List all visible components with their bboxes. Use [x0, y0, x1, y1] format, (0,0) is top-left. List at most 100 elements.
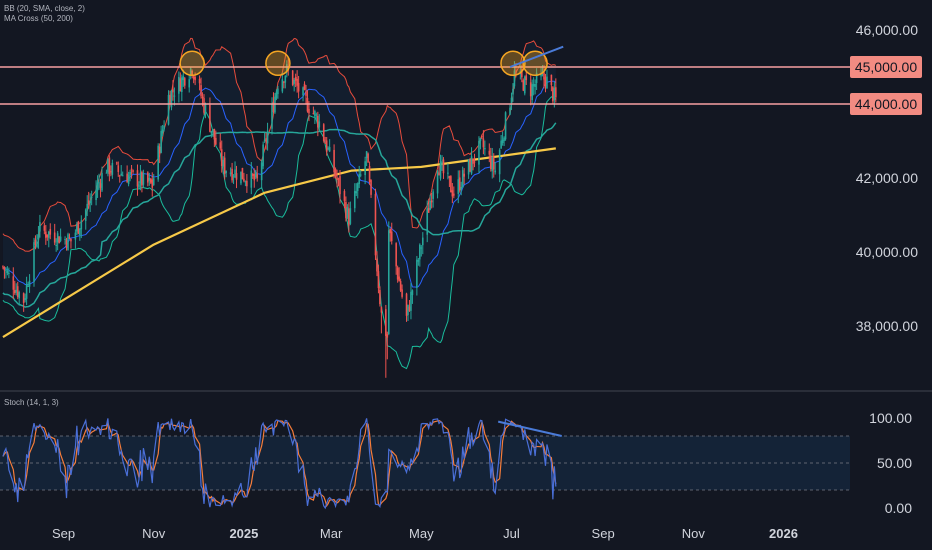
candle[interactable] [191, 70, 193, 76]
candle[interactable] [479, 137, 482, 142]
candle[interactable] [250, 170, 253, 188]
candle[interactable] [142, 172, 145, 185]
candle[interactable] [86, 203, 89, 210]
candle[interactable] [322, 124, 325, 141]
candle[interactable] [27, 286, 29, 288]
candle[interactable] [43, 225, 46, 231]
candle[interactable] [478, 140, 480, 165]
candle[interactable] [275, 91, 278, 99]
candle[interactable] [441, 162, 443, 164]
candle[interactable] [99, 183, 102, 188]
candle[interactable] [463, 173, 465, 177]
candle[interactable] [432, 191, 434, 199]
candle[interactable] [429, 200, 431, 210]
candle[interactable] [74, 232, 77, 240]
candle[interactable] [234, 169, 236, 178]
candle[interactable] [260, 162, 263, 181]
candle[interactable] [368, 166, 371, 183]
candle[interactable] [353, 190, 356, 209]
candle[interactable] [337, 178, 340, 180]
candle[interactable] [49, 228, 52, 235]
candle[interactable] [544, 77, 547, 87]
candle[interactable] [513, 70, 516, 87]
candle[interactable] [327, 148, 329, 150]
candle[interactable] [3, 266, 6, 271]
candle[interactable] [213, 128, 216, 140]
candle[interactable] [55, 245, 57, 247]
candle[interactable] [407, 304, 409, 316]
candle[interactable] [204, 104, 207, 112]
candle[interactable] [183, 78, 186, 86]
candle[interactable] [398, 276, 400, 282]
candle[interactable] [541, 73, 544, 75]
candle[interactable] [481, 136, 483, 138]
candle[interactable] [70, 238, 72, 242]
candle[interactable] [458, 177, 461, 191]
candle[interactable] [76, 224, 78, 232]
candle[interactable] [510, 97, 513, 106]
candle[interactable] [161, 129, 164, 134]
candle[interactable] [385, 309, 387, 336]
candle[interactable] [84, 209, 87, 222]
candle[interactable] [509, 107, 511, 115]
candle[interactable] [254, 172, 257, 178]
candle[interactable] [550, 74, 553, 86]
peak-highlight-circle[interactable] [179, 50, 205, 77]
candle[interactable] [262, 144, 264, 167]
candle[interactable] [158, 146, 161, 154]
candle[interactable] [504, 112, 507, 140]
candle[interactable] [553, 87, 556, 101]
candle[interactable] [365, 151, 368, 159]
candle[interactable] [136, 170, 139, 187]
candle[interactable] [149, 178, 152, 183]
candle[interactable] [138, 184, 140, 188]
candle[interactable] [96, 182, 99, 191]
candle[interactable] [303, 83, 306, 90]
candle[interactable] [2, 266, 4, 268]
ma50-line[interactable] [2, 122, 557, 308]
candle[interactable] [500, 140, 502, 149]
candle[interactable] [79, 228, 81, 236]
candle[interactable] [283, 81, 285, 83]
candle[interactable] [167, 94, 170, 125]
candle[interactable] [15, 289, 18, 293]
candle[interactable] [284, 75, 287, 83]
candle[interactable] [201, 96, 204, 99]
candle[interactable] [349, 208, 352, 224]
candle[interactable] [87, 200, 90, 205]
candle[interactable] [229, 172, 232, 175]
candle[interactable] [317, 115, 319, 128]
candle[interactable] [251, 174, 254, 176]
candle[interactable] [16, 286, 19, 297]
candle[interactable] [231, 168, 233, 181]
candle[interactable] [473, 161, 476, 163]
candle[interactable] [411, 290, 414, 296]
candle[interactable] [501, 139, 504, 144]
candle[interactable] [179, 78, 182, 92]
candle[interactable] [395, 243, 397, 267]
candle[interactable] [67, 234, 69, 251]
candle[interactable] [529, 82, 532, 97]
candle[interactable] [451, 190, 454, 197]
candle[interactable] [419, 244, 421, 260]
candle[interactable] [427, 208, 430, 213]
candle[interactable] [253, 173, 256, 181]
candle[interactable] [531, 84, 533, 100]
candle[interactable] [308, 108, 310, 114]
candle[interactable] [33, 242, 35, 282]
candle[interactable] [157, 145, 159, 180]
candle[interactable] [410, 291, 412, 311]
candle[interactable] [355, 191, 358, 194]
candle[interactable] [374, 193, 377, 256]
candle[interactable] [39, 222, 41, 232]
candle[interactable] [336, 177, 338, 181]
candle[interactable] [95, 189, 97, 201]
candle[interactable] [277, 88, 279, 95]
candle[interactable] [121, 175, 124, 177]
candle[interactable] [438, 172, 440, 176]
candle[interactable] [503, 137, 505, 142]
candle[interactable] [436, 171, 439, 194]
candle[interactable] [45, 231, 47, 238]
candle[interactable] [408, 306, 411, 311]
candle[interactable] [390, 231, 393, 242]
